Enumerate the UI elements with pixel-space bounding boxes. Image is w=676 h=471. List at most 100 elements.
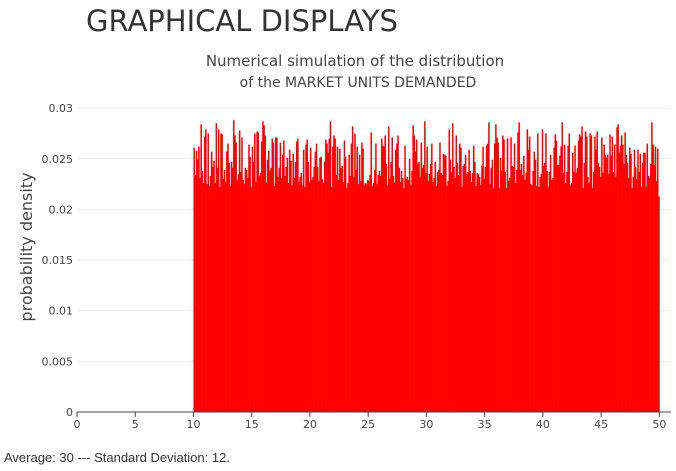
histogram-bar xyxy=(212,166,214,412)
histogram-bar xyxy=(233,120,235,412)
histogram-bar xyxy=(367,180,369,412)
histogram-bar xyxy=(229,186,232,412)
histogram-bar xyxy=(361,142,363,412)
histogram-bar xyxy=(639,153,642,413)
histogram-bar xyxy=(446,186,448,412)
histogram-bar xyxy=(291,185,293,412)
histogram-bar xyxy=(270,167,272,412)
histogram-bar xyxy=(503,139,505,412)
histogram-bar xyxy=(650,163,652,412)
chart-title-line-1: Numerical simulation of the distribution xyxy=(206,52,504,70)
histogram-bar xyxy=(280,178,283,412)
histogram-bar xyxy=(479,185,482,412)
histogram-bar xyxy=(214,183,216,412)
histogram-bar xyxy=(526,129,529,412)
y-tick-label: 0.025 xyxy=(42,153,74,166)
histogram-bar xyxy=(587,177,589,412)
histogram-bar xyxy=(538,187,540,412)
histogram-bar xyxy=(417,163,419,412)
histogram-bar xyxy=(318,181,320,412)
histogram-bar xyxy=(240,171,242,412)
histogram-bar xyxy=(410,185,412,412)
histogram-bar xyxy=(343,140,346,412)
histogram-bar xyxy=(493,143,496,413)
histogram-bar xyxy=(196,159,199,412)
histogram-bar xyxy=(615,177,617,412)
histogram-bar xyxy=(658,196,660,412)
histogram-bar xyxy=(492,188,495,412)
histogram-bar xyxy=(631,188,633,412)
histogram-bar xyxy=(518,122,520,412)
histogram-bar xyxy=(511,165,513,412)
histogram-bar xyxy=(288,149,291,412)
histogram-bar xyxy=(548,171,551,412)
histogram-bar xyxy=(311,180,313,412)
histogram-bar xyxy=(565,183,567,412)
histogram-bar xyxy=(407,180,410,412)
histogram-bar xyxy=(308,182,311,412)
histogram-bar xyxy=(399,182,402,412)
histogram-bar xyxy=(215,123,218,413)
histogram-bar xyxy=(336,146,339,412)
histogram-bar xyxy=(306,139,308,412)
histogram-bar xyxy=(350,143,353,413)
histogram-bar xyxy=(597,162,600,412)
histogram-bar xyxy=(269,170,271,412)
histogram-bar xyxy=(464,154,467,412)
histogram-bar xyxy=(370,132,373,412)
histogram-bar xyxy=(496,137,498,412)
histogram-bar xyxy=(294,161,297,412)
histogram-bar xyxy=(400,170,403,412)
histogram-bar xyxy=(455,135,458,412)
histogram-bar xyxy=(519,169,522,412)
histogram-bar xyxy=(378,170,381,412)
histogram-bar xyxy=(230,161,233,412)
histogram-bar xyxy=(527,149,530,412)
histogram-bar xyxy=(629,147,631,412)
histogram-bar xyxy=(617,124,619,413)
histogram-bar xyxy=(205,129,207,412)
histogram-bar xyxy=(382,145,384,412)
x-tick-label: 20 xyxy=(303,418,317,431)
histogram-bar xyxy=(344,156,347,412)
histogram-bar xyxy=(261,141,263,412)
histogram-bar xyxy=(652,144,654,412)
histogram-bar xyxy=(231,167,234,412)
histogram-bar xyxy=(646,143,649,413)
histogram-bar xyxy=(572,152,574,412)
histogram-bar xyxy=(459,143,461,413)
x-tick-label: 35 xyxy=(478,418,492,431)
histogram-bar xyxy=(453,166,455,412)
histogram-bar xyxy=(307,161,310,412)
histogram-bar xyxy=(475,186,477,412)
histogram-bar xyxy=(362,148,364,413)
histogram-bar xyxy=(226,151,228,412)
histogram-bar xyxy=(643,152,645,412)
histogram-bar xyxy=(207,133,209,413)
histogram-bar xyxy=(506,138,509,413)
histogram-bar xyxy=(438,169,440,412)
histogram-bar xyxy=(523,155,525,413)
histogram-bar xyxy=(637,149,639,412)
histogram-bar xyxy=(238,130,241,412)
histogram-bar xyxy=(499,157,502,412)
histogram-bar xyxy=(372,183,375,412)
histogram-bar xyxy=(386,185,389,412)
histogram-bar xyxy=(305,144,307,412)
histogram-bar xyxy=(583,162,586,412)
histogram-bar xyxy=(440,172,442,412)
histogram-bar xyxy=(425,172,427,412)
histogram-bar xyxy=(556,164,559,412)
histogram-bar xyxy=(567,145,569,412)
histogram-bar xyxy=(610,155,612,413)
histogram-bar xyxy=(263,125,265,412)
histogram-bar xyxy=(217,129,220,412)
histogram-bar xyxy=(358,154,361,412)
histogram-bar xyxy=(569,185,572,412)
histogram-bar xyxy=(313,166,315,412)
chart-title-line-2: of the MARKET UNITS DEMANDED xyxy=(240,75,477,91)
histogram-bar xyxy=(608,173,610,412)
histogram-bar xyxy=(248,144,250,412)
histogram-bar xyxy=(645,187,647,412)
histogram-bar xyxy=(335,174,338,412)
